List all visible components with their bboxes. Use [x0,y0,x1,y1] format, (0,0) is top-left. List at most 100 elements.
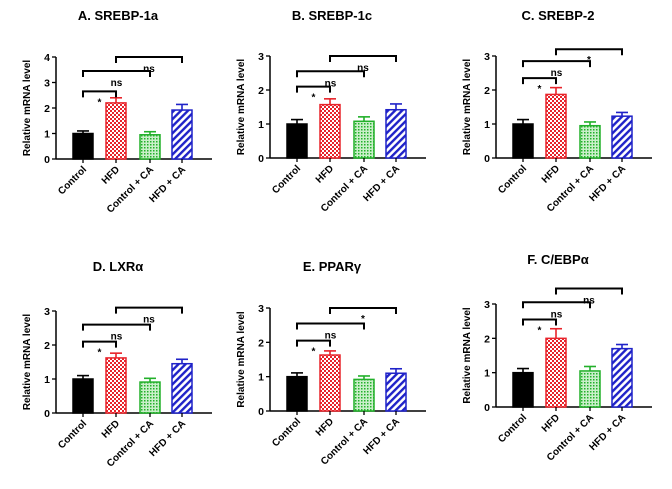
bar-hfd [105,102,127,160]
x-tick-label: Control [496,163,529,196]
y-tick-label: 2 [44,340,50,352]
y-axis-label: Relative mRNA level [22,314,33,411]
bar-hfd-ca [611,347,633,408]
y-tick-label: 3 [484,299,490,311]
chart-title: B. SREBP-1c [292,8,372,23]
significance-bracket [82,90,117,98]
chart-title: E. PPARγ [303,259,362,274]
panel-d-lxra: D. LXRα Relative mRNA level 0 1 2 3 Control HFD… [22,259,212,470]
bar-hfd [319,103,341,159]
significance-bracket [296,70,365,78]
y-axis-label: Relative mRNA level [236,311,247,408]
y-tick-label: 1 [484,368,490,380]
significance-label: * [587,55,591,66]
bar-control [72,378,94,414]
significance-bracket [329,55,397,62]
y-tick-label: 1 [258,119,264,131]
chart-title: A. SREBP-1a [78,8,159,23]
significance-label: ns [551,68,563,79]
panel-b-srebp-1c: B. SREBP-1c Relative mRNA level 0 1 2 3 Contro… [236,8,426,215]
y-tick-label: 2 [484,333,490,345]
bar-control-ca [353,120,375,159]
significance-bracket [82,323,151,331]
significance-bracket [115,306,183,314]
significance-bracket [329,307,397,314]
panel-e-ppary: E. PPARγ Relative mRNA level 0 1 2 3 Control HF… [236,259,426,468]
y-tick-label: 0 [44,408,50,420]
significance-label: ns [143,64,155,75]
bar-control-ca [579,124,601,159]
y-tick-label: 0 [258,406,264,418]
x-tick-label: Control [56,164,89,197]
bar-control-ca [139,381,161,414]
bar-hfd [105,357,127,414]
significance-bracket [522,77,557,85]
x-tick-label: Control [270,163,303,196]
x-tick-label: HFD [540,412,562,434]
significance-bracket [82,340,117,348]
y-axis-label: Relative mRNA level [22,60,33,157]
bar-hfd [545,337,567,408]
significance-label: ns [111,78,123,89]
chart-title: C. SREBP-2 [522,8,595,23]
chart-title: D. LXRα [93,259,144,274]
panel-a-srebp-1a: A. SREBP-1a Relative mRNA level 0 1 2 3 4 Contr… [22,8,212,216]
x-tick-label: HFD [314,416,336,438]
y-tick-label: 3 [258,51,264,63]
significance-label: ns [357,63,369,74]
y-tick-label: 2 [44,103,50,115]
bar-control [512,371,534,408]
x-tick-label: HFD [540,163,562,185]
bar-control-ca [353,378,375,412]
x-tick-label: Control [270,416,303,449]
significance-bracket [296,339,331,347]
significance-label: ns [111,332,123,343]
bar-hfd [545,93,567,159]
significance-label: * [98,97,102,108]
significance-bracket [296,322,365,330]
bar-control-ca [139,134,161,160]
significance-bracket [522,60,591,68]
x-tick-label: HFD [100,164,122,186]
significance-bracket [555,48,623,56]
bar-hfd-ca [385,108,407,159]
x-tick-label: Control [496,412,529,445]
y-tick-label: 1 [44,129,50,141]
y-tick-label: 1 [484,119,490,131]
y-tick-label: 2 [258,85,264,97]
bar-hfd-ca [385,372,407,412]
y-tick-label: 3 [44,78,50,90]
y-axis-label: Relative mRNA level [462,59,473,156]
significance-label: ns [143,315,155,326]
y-tick-label: 0 [484,402,490,414]
bar-control [512,123,534,159]
bar-hfd [319,354,341,412]
y-tick-label: 3 [484,51,490,63]
significance-bracket [522,318,557,326]
significance-label: * [538,325,542,336]
bar-control [286,123,308,159]
y-tick-label: 0 [484,153,490,165]
bar-hfd-ca [611,115,633,159]
bar-control [286,375,308,412]
y-tick-label: 3 [258,303,264,315]
y-tick-label: 4 [44,52,50,64]
x-tick-label: Control [56,418,89,451]
panel-c-srebp-2: C. SREBP-2 Relative mRNA level 0 1 2 3 Control… [462,8,652,215]
y-tick-label: 2 [258,337,264,349]
bar-control-ca [579,370,601,408]
significance-bracket [115,56,183,63]
significance-label: ns [325,330,337,341]
y-tick-label: 3 [44,306,50,318]
significance-bracket [82,70,151,78]
significance-label: ns [325,78,337,89]
y-tick-label: 0 [44,154,50,166]
y-axis-label: Relative mRNA level [462,307,473,404]
x-tick-label: HFD [314,163,336,185]
bar-hfd-ca [171,362,193,414]
significance-label: * [312,347,316,358]
significance-label: * [98,348,102,359]
bar-hfd-ca [171,109,193,160]
significance-label: * [538,84,542,95]
significance-label: * [312,93,316,104]
